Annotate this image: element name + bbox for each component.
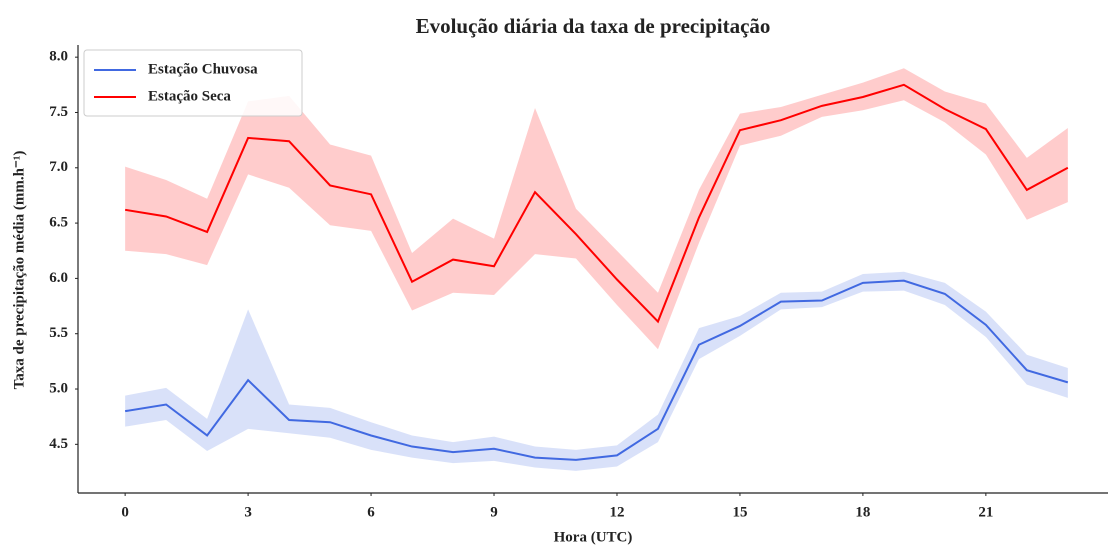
- chart-title: Evolução diária da taxa de precipitação: [416, 14, 771, 38]
- y-tick-label: 8.0: [49, 49, 68, 65]
- x-axis-label: Hora (UTC): [554, 529, 633, 545]
- x-tick-label: 21: [978, 504, 993, 520]
- y-tick-label: 4.5: [49, 436, 68, 452]
- confidence-band: [125, 271, 1068, 471]
- y-tick-label: 6.5: [49, 215, 68, 231]
- y-tick-label: 5.5: [49, 325, 68, 341]
- confidence-band: [125, 68, 1068, 350]
- x-tick-label: 12: [609, 504, 624, 520]
- legend-label: Estação Seca: [148, 88, 231, 104]
- y-tick-label: 7.5: [49, 104, 68, 120]
- series-line: [124, 83, 1069, 324]
- legend-box: [83, 49, 303, 117]
- series-line: [124, 279, 1069, 461]
- y-tick-label: 5.0: [49, 380, 68, 396]
- x-tick-label: 0: [121, 504, 129, 520]
- y-tick-label: 6.0: [49, 270, 68, 286]
- y-tick-label: 7.0: [49, 159, 68, 175]
- x-tick-label: 9: [490, 504, 498, 520]
- legend-label: Estação Chuvosa: [148, 61, 258, 77]
- x-tick-label: 18: [855, 504, 870, 520]
- x-tick-label: 6: [367, 504, 375, 520]
- x-tick-label: 15: [732, 504, 747, 520]
- y-axis-label: Taxa de precipitação média (mm.h⁻¹): [11, 151, 27, 390]
- x-tick-label: 3: [244, 504, 252, 520]
